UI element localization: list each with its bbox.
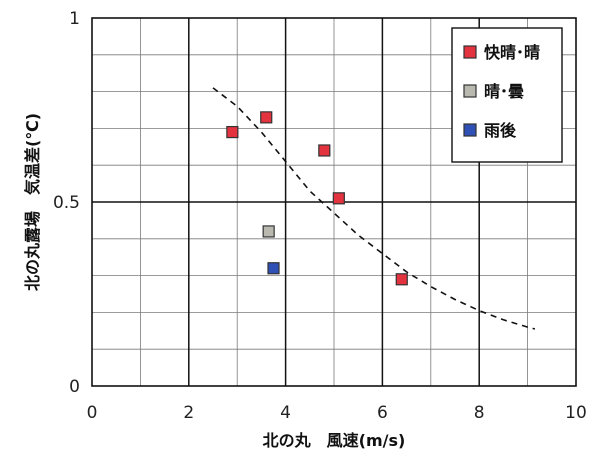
x-tick-label: 2 [183,403,194,423]
x-tick-label: 0 [87,403,98,423]
data-point [395,273,408,286]
data-point [267,262,280,275]
x-tick-label: 6 [377,403,388,423]
data-point [262,225,275,238]
legend-marker [463,84,477,98]
legend-marker [463,45,477,59]
data-point [332,192,345,205]
legend: 快晴･晴晴･曇雨後 [451,27,563,163]
plot-frame [91,17,577,387]
legend-marker [463,123,477,137]
x-tick-labels: 0 2 4 6 8 10 [87,403,587,423]
legend-label: 雨後 [484,121,517,140]
data-point [226,125,239,139]
legend-label: 快晴･晴 [484,43,540,62]
x-tick-label: 10 [565,403,587,423]
x-tick-label: 4 [280,403,291,423]
y-tick-label: 0.5 [53,193,80,213]
data-markers [226,111,408,286]
y-tick-labels: 00.51 [53,9,80,397]
legend-label: 晴･曇 [484,82,524,101]
data-point [260,111,273,124]
x-axis-title: 北の丸 風速(m/s) [263,431,406,450]
y-axis-title: 北の丸露場 気温差(℃) [23,113,42,291]
x-tick-label: 8 [474,403,485,423]
y-tick-label: 0 [69,377,80,397]
data-point [318,144,331,157]
y-tick-label: 1 [69,9,80,29]
trend-line [212,87,536,330]
